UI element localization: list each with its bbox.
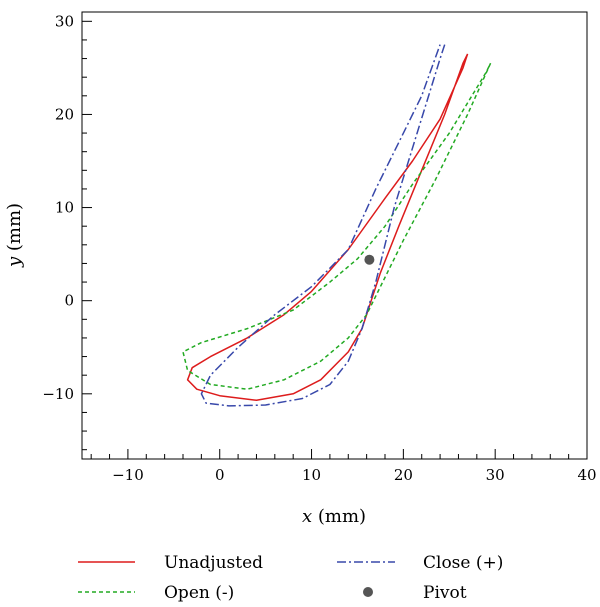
legend-swatch-pivot [363,587,373,597]
series-layer [182,44,492,407]
y-tick-label: −10 [42,385,74,403]
tick-labels: −10 0 10 20 30 40 −10 0 10 20 30 [42,12,596,484]
series-close-line [200,44,446,407]
pivot-point [364,254,375,265]
x-tick-label: 40 [577,466,596,484]
y-tick-label: 0 [64,292,74,310]
y-axis-label: y (mm) [4,203,25,268]
legend-label-unadjusted: Unadjusted [164,553,263,573]
axis-ticks [82,20,588,459]
x-tick-label: −10 [112,466,144,484]
x-tick-label: 10 [302,466,321,484]
legend-label-open: Open (-) [164,583,234,603]
series-open-line [182,62,492,390]
x-axis-label: x (mm) [302,506,366,527]
legend-label-pivot: Pivot [423,583,467,603]
series-unadjusted-line [186,53,469,402]
legend-label-close: Close (+) [423,553,503,573]
plot-area-frame [81,11,588,460]
y-tick-label: 30 [55,12,74,30]
legend: Unadjusted Open (-) Close (+) Pivot [78,553,503,603]
y-tick-label: 20 [55,105,74,123]
y-tick-label: 10 [55,199,74,217]
x-tick-label: 0 [215,466,225,484]
x-tick-label: 30 [486,466,505,484]
x-tick-label: 20 [394,466,413,484]
